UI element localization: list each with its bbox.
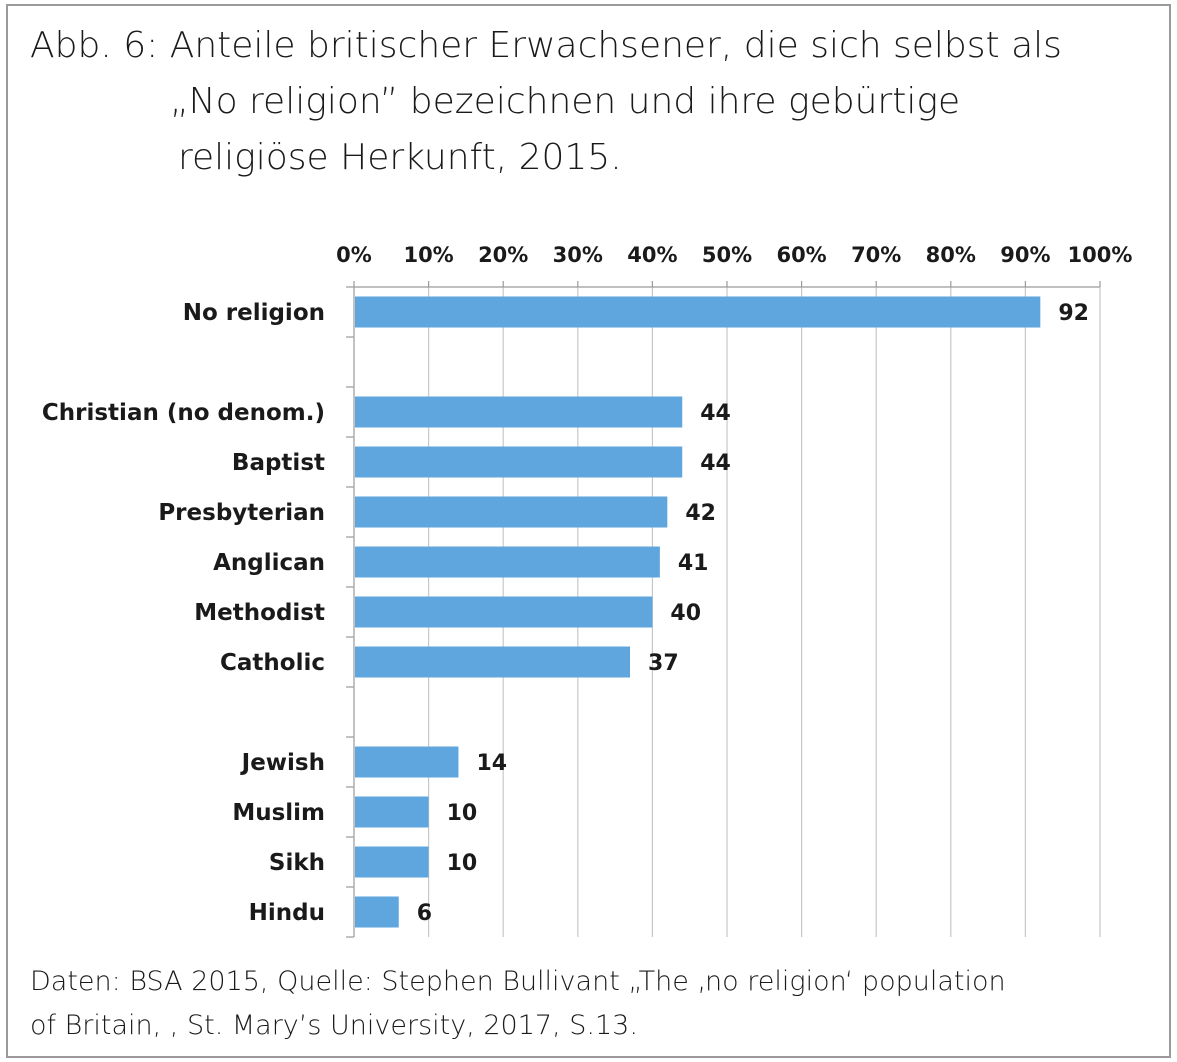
category-label: Catholic	[220, 650, 325, 676]
x-tick-label: 60%	[776, 243, 826, 267]
bar	[355, 496, 668, 528]
bar	[355, 546, 660, 578]
x-tick-label: 0%	[336, 243, 372, 267]
bar	[355, 796, 429, 828]
bar	[355, 846, 429, 878]
data-label: 10	[447, 801, 478, 826]
data-label: 10	[447, 851, 478, 876]
category-label: Muslim	[232, 800, 325, 826]
data-label: 40	[670, 601, 701, 626]
data-label: 92	[1058, 301, 1089, 326]
category-label: Sikh	[269, 850, 325, 876]
bar	[355, 746, 459, 778]
category-label: Jewish	[240, 750, 325, 776]
data-label: 6	[417, 901, 432, 926]
data-label: 44	[700, 451, 731, 476]
category-label: No religion	[183, 300, 325, 326]
data-label: 41	[678, 551, 709, 576]
category-label: Christian (no denom.)	[42, 400, 325, 426]
x-tick-label: 20%	[478, 243, 528, 267]
x-tick-label: 90%	[1000, 243, 1050, 267]
x-tick-label: 10%	[403, 243, 453, 267]
x-tick-label: 70%	[851, 243, 901, 267]
x-tick-label: 30%	[553, 243, 603, 267]
title-line-2: „No religion” bezeichnen und ihre gebürt…	[170, 81, 961, 122]
x-tick-label: 80%	[926, 243, 976, 267]
data-label: 44	[700, 401, 731, 426]
figure-source: Daten: BSA 2015, Quelle: Stephen Bulliva…	[30, 960, 1150, 1048]
title-line-1: Abb. 6: Anteile britischer Erwachsener, …	[30, 25, 1062, 66]
category-label: Hindu	[249, 900, 325, 926]
bar	[355, 396, 683, 428]
source-line-1: Daten: BSA 2015, Quelle: Stephen Bulliva…	[30, 966, 1006, 997]
bar	[355, 896, 399, 928]
figure-frame	[6, 4, 1171, 1058]
data-label: 37	[648, 651, 679, 676]
data-label: 14	[476, 751, 507, 776]
title-line-3: religiöse Herkunft, 2015.	[178, 137, 622, 178]
data-label: 42	[685, 501, 716, 526]
category-label: Baptist	[232, 450, 325, 476]
category-label: Presbyterian	[158, 500, 325, 526]
x-tick-label: 100%	[1068, 243, 1133, 267]
figure-title: Abb. 6: Anteile britischer Erwachsener, …	[30, 18, 1130, 186]
bar	[355, 446, 683, 478]
x-tick-label: 40%	[627, 243, 677, 267]
x-tick-label: 50%	[702, 243, 752, 267]
category-label: Anglican	[213, 550, 325, 576]
source-line-2: of Britain, , St. Mary’s University, 201…	[30, 1010, 638, 1041]
bar	[355, 646, 631, 678]
bar	[355, 596, 653, 628]
bar	[355, 296, 1041, 328]
category-label: Methodist	[194, 600, 325, 626]
